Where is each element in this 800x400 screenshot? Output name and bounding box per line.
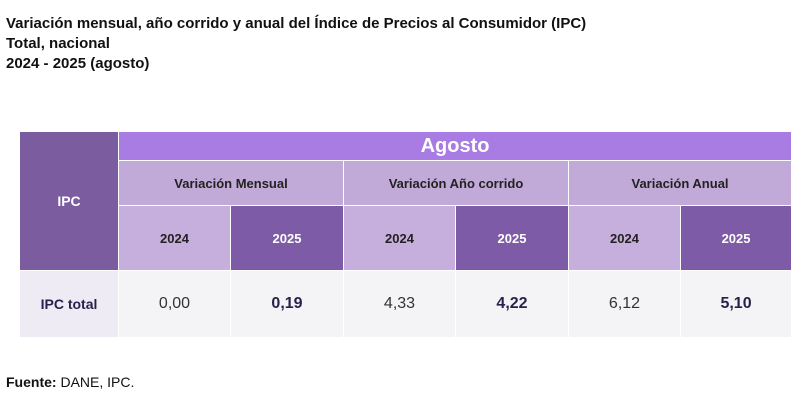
value-mensual-2025: 0,19 <box>230 270 344 338</box>
value-anual-2025: 5,10 <box>679 270 793 338</box>
title-line-3: 2024 - 2025 (agosto) <box>6 55 150 72</box>
title-block: Variación mensual, año corrido y anual d… <box>6 14 586 74</box>
source-label: Fuente: <box>6 374 57 390</box>
year-header-ano-corrido-2025: 2025 <box>455 205 569 271</box>
year-header-anual-2024: 2024 <box>568 205 681 271</box>
table-row: IPC total 0,00 0,19 4,33 4,22 6,12 5,10 <box>19 270 793 338</box>
year-header-mensual-2024: 2024 <box>118 205 231 271</box>
group-header-ano-corrido: Variación Año corrido <box>343 160 569 206</box>
value-ano-corrido-2025: 4,22 <box>455 270 569 338</box>
month-header: Agosto <box>117 131 793 161</box>
ipc-corner-header: IPC <box>19 131 119 271</box>
title-line-2: Total, nacional <box>6 35 110 52</box>
year-header-mensual-2025: 2025 <box>230 205 344 271</box>
row-label: IPC total <box>19 270 119 338</box>
title-line-1: Variación mensual, año corrido y anual d… <box>6 15 587 32</box>
ipc-table: IPC Agosto Variación Mensual Variación A… <box>19 131 793 338</box>
year-header-anual-2025: 2025 <box>679 205 793 271</box>
source-text: DANE, IPC. <box>56 374 135 390</box>
group-header-mensual: Variación Mensual <box>118 160 344 206</box>
value-mensual-2024: 0,00 <box>118 270 231 338</box>
value-anual-2024: 6,12 <box>568 270 681 338</box>
value-ano-corrido-2024: 4,33 <box>343 270 456 338</box>
group-header-anual: Variación Anual <box>567 160 793 206</box>
source-note: Fuente: DANE, IPC. <box>6 374 134 390</box>
year-header-ano-corrido-2024: 2024 <box>343 205 456 271</box>
